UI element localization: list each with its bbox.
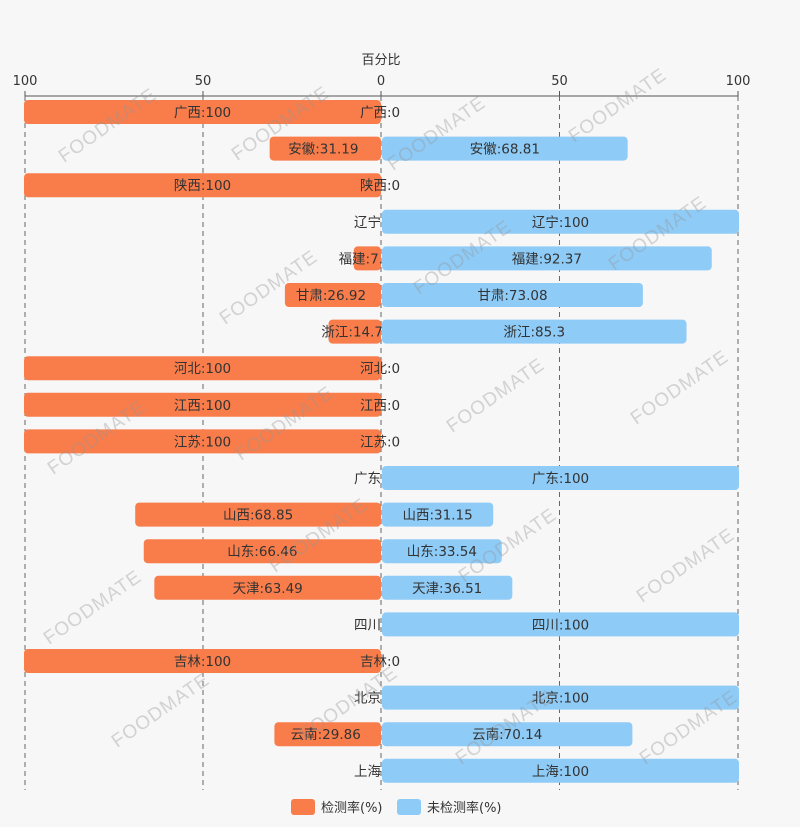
bar-detected bbox=[143, 539, 381, 564]
bar-undetected bbox=[382, 502, 494, 527]
bar-detected bbox=[154, 575, 381, 600]
bar-undetected bbox=[382, 539, 502, 564]
bar-detected bbox=[24, 100, 381, 124]
bar-label-detected: 江西:100 bbox=[174, 398, 231, 414]
bar-undetected bbox=[382, 722, 633, 747]
bar-undetected bbox=[382, 575, 513, 600]
bar-label-undetected: 江西:0 bbox=[360, 398, 400, 414]
bar-label-undetected: 上海:100 bbox=[532, 764, 589, 780]
bar-undetected bbox=[382, 283, 643, 307]
bar-label-detected: 山西:68.85 bbox=[223, 508, 293, 524]
bar-label-detected: 云南:29.86 bbox=[291, 727, 361, 743]
bar-label-detected: 广西:100 bbox=[174, 105, 231, 121]
bar-undetected bbox=[382, 758, 739, 783]
legend-label[interactable]: 未检测率(%) bbox=[427, 800, 502, 816]
tick-label: 100 bbox=[13, 74, 38, 89]
axis-title: 百分比 bbox=[361, 53, 400, 68]
bar-detected bbox=[274, 722, 381, 747]
bar-label-undetected: 安徽:68.81 bbox=[470, 142, 540, 158]
category-stub-label: 上海 bbox=[354, 764, 381, 780]
bar-undetected bbox=[382, 209, 739, 234]
bar-label-detected: 江苏:100 bbox=[174, 434, 231, 450]
category-stub-label: 广东 bbox=[354, 471, 381, 487]
tick-label: 50 bbox=[551, 74, 568, 89]
bar-detected bbox=[24, 392, 381, 417]
tick-label: 100 bbox=[726, 74, 751, 89]
bar-label-detected: 浙江:14.7 bbox=[321, 325, 383, 341]
bar-detected bbox=[328, 319, 381, 344]
bar-undetected bbox=[382, 612, 739, 637]
bar-detected bbox=[269, 136, 381, 161]
bar-label-undetected: 辽宁:100 bbox=[532, 214, 589, 231]
bar-label-undetected: 四川:100 bbox=[532, 617, 589, 633]
bar-label-undetected: 江苏:0 bbox=[360, 434, 400, 450]
bar-detected bbox=[135, 502, 381, 527]
bar-detected bbox=[24, 356, 381, 381]
legend-swatch[interactable] bbox=[291, 799, 315, 815]
bar-label-undetected: 甘肃:73.08 bbox=[477, 288, 547, 304]
bar-undetected bbox=[382, 685, 739, 710]
bar-undetected bbox=[382, 466, 739, 490]
category-stub-label: 北京 bbox=[354, 691, 381, 707]
bar-undetected bbox=[382, 136, 628, 161]
bar-detected bbox=[284, 283, 381, 307]
bar-label-undetected: 福建:92.37 bbox=[512, 251, 582, 267]
bar-label-undetected: 广西:0 bbox=[360, 105, 400, 121]
bar-detected bbox=[353, 246, 381, 271]
bar-label-detected: 福建:7. bbox=[339, 251, 383, 267]
bar-label-detected: 天津:63.49 bbox=[233, 581, 303, 597]
bar-detected bbox=[24, 429, 381, 454]
bar-label-undetected: 天津:36.51 bbox=[412, 581, 482, 597]
bar-label-detected: 陕西:100 bbox=[174, 178, 231, 194]
bar-label-undetected: 北京:100 bbox=[532, 691, 589, 707]
bar-label-undetected: 浙江:85.3 bbox=[503, 325, 565, 341]
bar-undetected bbox=[382, 319, 687, 344]
bar-label-undetected: 吉林:0 bbox=[360, 654, 400, 670]
bar-label-detected: 山东:66.46 bbox=[227, 544, 297, 560]
bar-label-detected: 安徽:31.19 bbox=[288, 142, 358, 158]
bar-label-undetected: 山西:31.15 bbox=[403, 508, 473, 524]
bar-undetected bbox=[382, 246, 712, 271]
bar-label-detected: 河北:100 bbox=[174, 361, 231, 377]
tick-label: 0 bbox=[377, 74, 385, 89]
bar-label-undetected: 河北:0 bbox=[360, 361, 400, 377]
bar-detected bbox=[24, 173, 381, 198]
category-stub-label: 四川 bbox=[354, 617, 381, 633]
bar-label-undetected: 云南:70.14 bbox=[472, 727, 542, 743]
bar-label-undetected: 陕西:0 bbox=[360, 178, 400, 194]
legend-label[interactable]: 检测率(%) bbox=[321, 800, 383, 816]
category-stub-label: 辽宁 bbox=[354, 214, 381, 231]
bar-label-detected: 甘肃:26.92 bbox=[296, 288, 366, 304]
legend-swatch[interactable] bbox=[397, 799, 421, 815]
bar-label-undetected: 山东:33.54 bbox=[407, 544, 477, 560]
tick-label: 50 bbox=[195, 74, 212, 89]
bar-label-undetected: 广东:100 bbox=[532, 471, 589, 487]
bar-detected bbox=[24, 649, 381, 673]
bar-label-detected: 吉林:100 bbox=[174, 654, 231, 670]
